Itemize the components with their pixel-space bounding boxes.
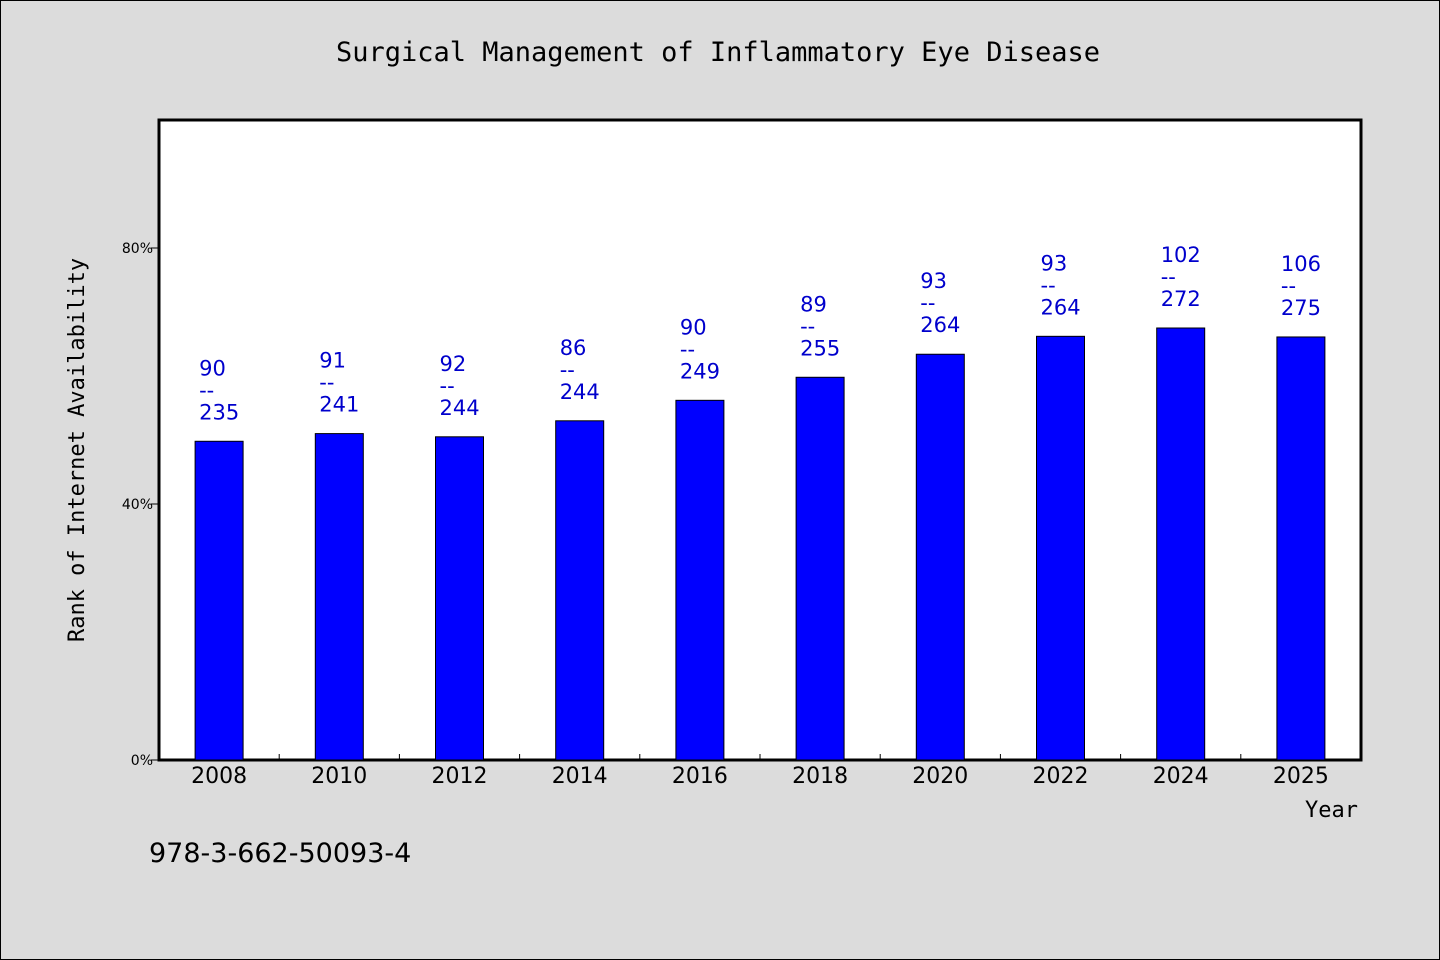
data-label-bottom-2022: 264: [1041, 295, 1081, 319]
data-labels-group: 90--23591--24192--24486--24490--24989--2…: [199, 243, 1321, 424]
chart-title: Surgical Management of Inflammatory Eye …: [336, 37, 1100, 68]
data-label-top-2008: 90: [199, 356, 226, 380]
x-axis-label: Year: [1305, 798, 1358, 823]
data-label-sep-2022: --: [1041, 273, 1056, 297]
data-label-bottom-2016: 249: [680, 359, 720, 383]
data-label-top-2014: 86: [560, 336, 587, 360]
data-label-top-2012: 92: [440, 352, 467, 376]
x-tick-label-2022: 2022: [1033, 764, 1089, 789]
y-tick-label-0: 0%: [131, 753, 153, 769]
data-label-sep-2008: --: [199, 378, 214, 402]
data-label-bottom-2008: 235: [199, 400, 239, 424]
x-tick-label-2014: 2014: [552, 764, 608, 789]
data-label-top-2025: 106: [1281, 252, 1321, 276]
data-label-bottom-2012: 244: [440, 396, 480, 420]
bar-2010: [314, 433, 364, 761]
y-tick-label-40: 40%: [122, 497, 153, 513]
data-label-sep-2016: --: [680, 337, 695, 361]
data-label-sep-2024: --: [1161, 265, 1176, 289]
y-axis-label: Rank of Internet Availability: [65, 258, 90, 642]
data-label-sep-2020: --: [920, 291, 935, 315]
x-tick-label-2016: 2016: [672, 764, 728, 789]
data-label-sep-2010: --: [319, 371, 334, 395]
data-label-top-2024: 102: [1161, 243, 1201, 267]
data-label-top-2018: 89: [800, 292, 827, 316]
x-tick-label-2018: 2018: [792, 764, 848, 789]
bar-2016: [675, 399, 725, 761]
data-label-bottom-2010: 241: [319, 393, 359, 417]
x-axis-ticks: 2008 2010 2012 2014 2016 2018 2020 2022 2024 2025: [191, 754, 1329, 789]
data-label-bottom-2014: 244: [560, 380, 600, 404]
bar-2012: [435, 436, 484, 761]
bars-group: [194, 327, 1326, 761]
data-label-top-2016: 90: [680, 315, 707, 339]
bar-2014: [555, 420, 605, 761]
bar-2024: [1156, 327, 1206, 761]
data-label-sep-2018: --: [800, 314, 815, 338]
data-label-bottom-2018: 255: [800, 336, 840, 360]
x-tick-label-2012: 2012: [432, 764, 488, 789]
x-tick-label-2010: 2010: [311, 764, 367, 789]
data-label-top-2010: 91: [319, 349, 346, 373]
x-tick-label-2025: 2025: [1273, 764, 1329, 789]
bar-2008: [194, 440, 244, 761]
bar-2025: [1276, 336, 1326, 761]
y-tick-label-80: 80%: [122, 241, 153, 257]
data-label-sep-2025: --: [1281, 274, 1296, 298]
data-label-top-2022: 93: [1041, 251, 1068, 275]
bar-2022: [1036, 335, 1085, 761]
x-tick-label-2024: 2024: [1153, 764, 1209, 789]
bar-2018: [795, 376, 845, 761]
bar-2020: [915, 353, 965, 761]
data-label-sep-2014: --: [560, 358, 575, 382]
data-label-bottom-2024: 272: [1161, 287, 1201, 311]
data-label-top-2020: 93: [920, 269, 947, 293]
data-label-sep-2012: --: [440, 374, 455, 398]
x-tick-label-2020: 2020: [912, 764, 968, 789]
data-label-bottom-2020: 264: [920, 313, 960, 337]
y-axis-ticks: 0% 40% 80%: [122, 241, 159, 769]
data-label-bottom-2025: 275: [1281, 296, 1321, 320]
isbn-text: 978-3-662-50093-4: [149, 838, 411, 869]
x-tick-label-2008: 2008: [191, 764, 247, 789]
